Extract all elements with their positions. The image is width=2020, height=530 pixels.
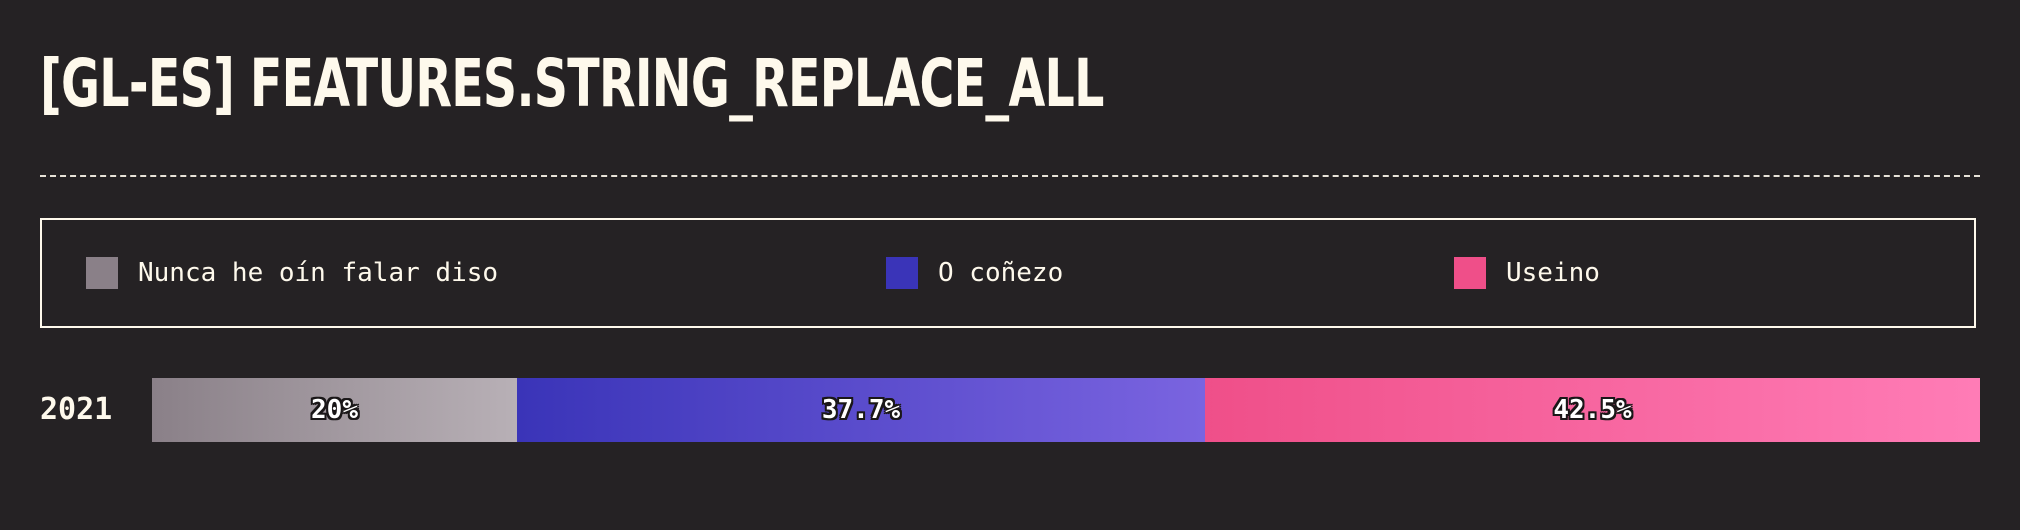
bar-segment-never-heard[interactable]: 20% — [152, 378, 517, 442]
legend-item-never-heard[interactable]: Nunca he oín falar diso — [86, 220, 498, 326]
bar-segment-used-it[interactable]: 42.5% — [1205, 378, 1980, 442]
legend-swatch-never-heard — [86, 257, 118, 289]
legend-label-never-heard: Nunca he oín falar diso — [138, 258, 499, 288]
legend-item-know-it[interactable]: O coñezo — [886, 220, 1063, 326]
legend-label-used-it: Useino — [1506, 258, 1600, 288]
row-label-2021: 2021 — [40, 392, 113, 427]
legend: Nunca he oín falar diso O coñezo Useino — [40, 218, 1976, 328]
legend-swatch-know-it — [886, 257, 918, 289]
segment-value-know-it: 37.7% — [821, 395, 901, 425]
stacked-bar-2021: 20% 37.7% 42.5% — [152, 378, 1980, 442]
segment-value-never-heard: 20% — [311, 395, 358, 425]
legend-label-know-it: O coñezo — [938, 258, 1064, 288]
legend-item-used-it[interactable]: Useino — [1454, 220, 1600, 326]
segment-value-used-it: 42.5% — [1553, 395, 1632, 425]
chart-title: [GL-ES] FEATURES.STRING_REPLACE_ALL — [40, 45, 1104, 122]
bar-segment-know-it[interactable]: 37.7% — [517, 378, 1205, 442]
title-divider — [40, 175, 1980, 177]
legend-swatch-used-it — [1454, 257, 1486, 289]
